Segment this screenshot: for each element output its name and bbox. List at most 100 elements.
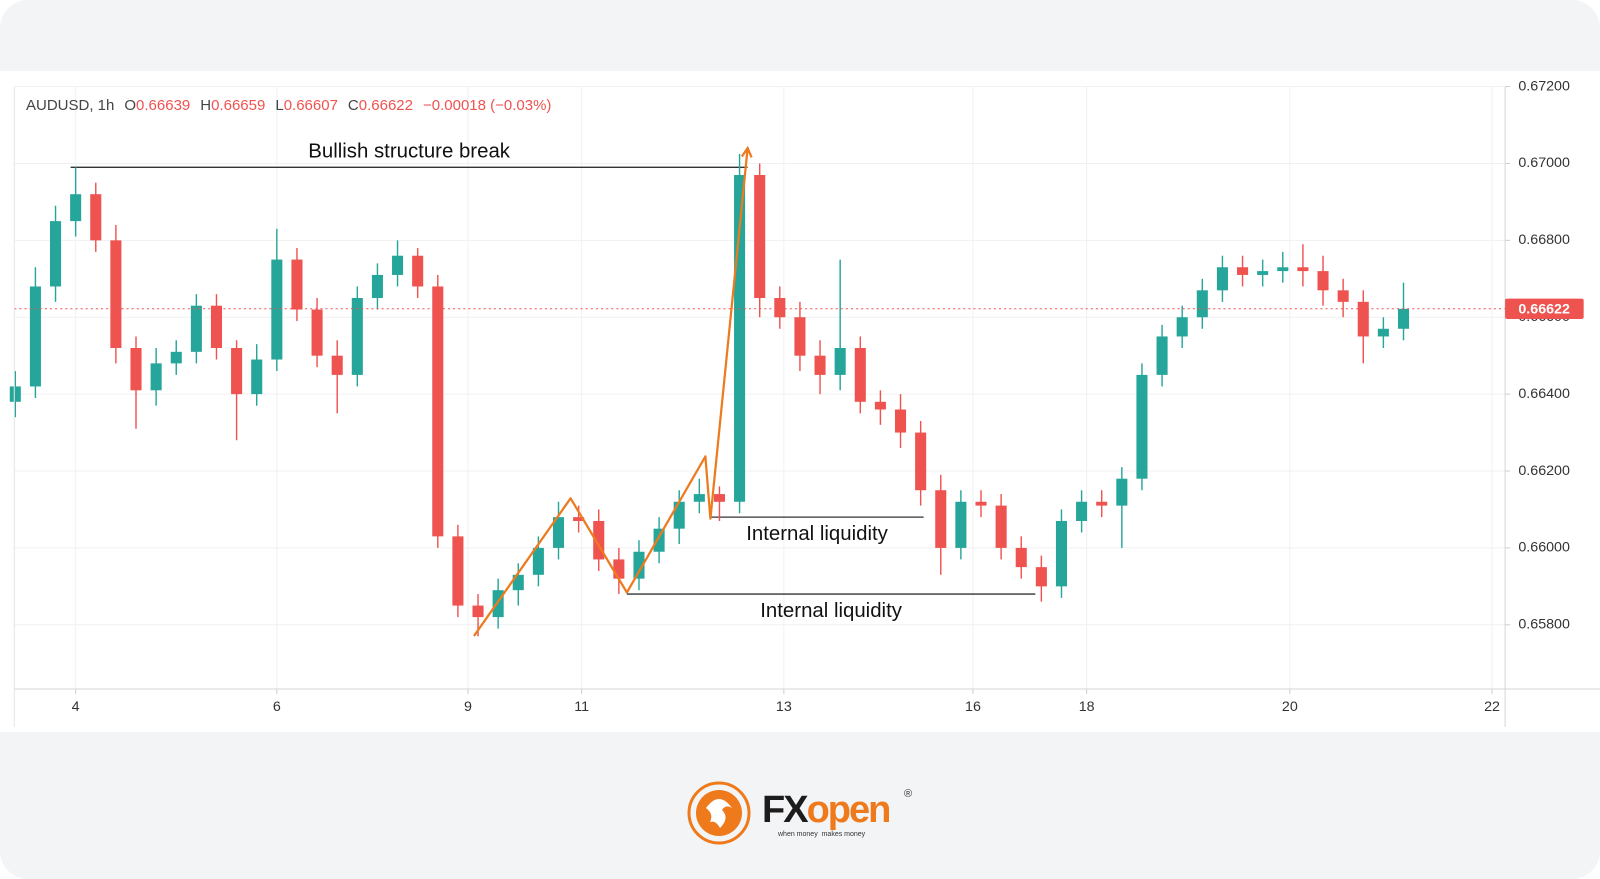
ohlc-key: H [200,97,212,114]
candle-body [150,363,162,391]
x-tick-label: 11 [574,699,589,715]
ohlc-key: C [347,97,359,114]
candle-body [1216,267,1228,291]
candle-body [170,351,182,364]
candle-body [110,240,122,348]
tagline-a: when money [778,831,818,838]
candle-body [1096,501,1108,506]
candle-body [49,221,62,287]
y-tick-label: 0.66400 [1518,386,1570,402]
candle-body [613,559,625,579]
x-tick-label: 20 [1282,699,1298,715]
x-tick-label: 22 [1484,699,1500,715]
candle-body [90,194,102,241]
candle-body [814,355,826,375]
ohlc-value: 0.66659 [211,97,266,114]
candle-body [1196,290,1208,318]
candle-body [834,347,846,375]
candle-body [593,520,605,560]
candle-body [1277,267,1289,272]
candle-body [633,551,645,579]
candle-body [1297,267,1309,272]
candle-body [1237,267,1249,275]
candle-body [734,174,746,502]
candle-body [9,386,21,402]
candle-body [251,359,263,395]
candle-body [210,305,223,348]
candle-body [231,347,243,395]
level-label: Bullish structure break [308,140,511,162]
ohlc-value: 0.66607 [283,97,338,114]
candle-body [894,409,907,433]
candle-body [935,490,947,548]
candle-body [975,501,987,506]
candle-body [392,255,404,275]
last-price-label: 0.66622 [1518,302,1570,318]
candle-body [371,274,383,299]
ohlc-key: L [275,97,284,114]
candle-body [754,174,766,299]
candle-body [1015,547,1027,568]
level-label: Internal liquidity [760,600,902,622]
candle-body [1357,301,1369,337]
arrow-head [740,145,753,158]
registered: ® [904,788,913,800]
candle-body [492,590,504,618]
brand: FXopen [762,789,891,831]
brand-fx: FX [762,789,809,831]
candle-body [1116,478,1128,506]
candle-body [311,309,323,356]
x-tick-label: 4 [72,699,80,715]
tagline: when money makes money [778,831,865,838]
x-tick-label: 13 [776,699,792,715]
candle-body [1076,501,1088,521]
zigzag [473,147,749,637]
candle-body [1176,317,1188,337]
y-tick-label: 0.66200 [1518,463,1570,479]
ohlc-value: 0.66639 [136,97,191,114]
candle-body [291,259,303,310]
candle-body [130,347,142,391]
candle-body [915,432,927,491]
x-tick-label: 6 [273,699,281,715]
candle-body [653,528,665,552]
candle-body [573,517,585,521]
candle-body [1317,271,1329,291]
candle-body [552,517,565,548]
y-tick-label: 0.65800 [1518,617,1570,633]
candle-body [472,605,484,618]
x-tick-label: 9 [464,699,472,715]
candle-body [1337,290,1349,302]
candle-body [1377,328,1389,337]
candle-body [854,347,866,402]
y-tick-label: 0.66000 [1518,540,1570,556]
candle-body [955,501,967,548]
candle-body [29,286,41,387]
candle-body [452,536,464,606]
tagline-b: makes money [821,831,866,838]
y-tick-label: 0.67000 [1518,155,1570,171]
candle-body [271,259,283,360]
x-tick-label: 16 [965,699,981,715]
x-tick-label: 18 [1079,699,1095,715]
candle-body [1035,567,1047,587]
candle-body [774,298,786,318]
candle-body [432,286,444,537]
candle-body [995,505,1007,548]
candle-body [1055,520,1068,587]
candle-body [874,401,886,410]
candle-body [70,194,82,222]
ohlc-key: O [124,97,137,114]
candle-body [190,305,202,352]
y-tick-label: 0.66800 [1518,232,1570,248]
candle-body [1136,374,1148,479]
candle-body [331,355,343,375]
candle-body [1257,271,1269,275]
candle-body [512,574,524,591]
ohlc-value: 0.66622 [358,97,413,114]
candle-body [713,494,725,502]
candle-body [693,494,705,502]
